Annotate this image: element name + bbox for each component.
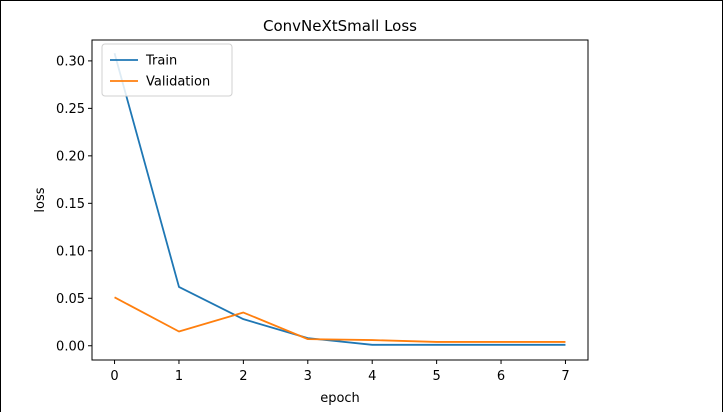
- legend: Train Validation: [101, 43, 233, 97]
- x-axis: 0 1 2 3 4 5 6 7: [110, 360, 570, 384]
- y-tick-label: 0.25: [56, 102, 85, 117]
- x-axis-label: epoch: [320, 391, 360, 406]
- series-line-validation: [114, 296, 566, 343]
- chart-title: ConvNeXtSmall Loss: [263, 17, 417, 35]
- y-tick-label: 0.30: [56, 54, 85, 69]
- x-tick-label: 1: [175, 369, 183, 384]
- x-tick-label: 5: [432, 369, 440, 384]
- y-axis-label: loss: [33, 187, 48, 212]
- series-lines: [113, 53, 566, 346]
- y-tick-label: 0.20: [56, 149, 85, 164]
- x-tick-label: 3: [304, 369, 312, 384]
- legend-label: Validation: [146, 75, 210, 90]
- x-tick-label: 2: [239, 369, 247, 384]
- x-tick-label: 0: [110, 369, 118, 384]
- x-tick-label: 6: [497, 369, 505, 384]
- y-tick-label: 0.15: [56, 197, 85, 212]
- legend-label: Train: [145, 54, 177, 69]
- plot-area: [91, 39, 589, 361]
- legend-box: [101, 43, 233, 97]
- series-line-train: [113, 53, 566, 346]
- x-tick-label: 4: [368, 369, 376, 384]
- y-tick-label: 0.10: [56, 244, 85, 259]
- y-tick-label: 0.05: [56, 292, 85, 307]
- y-tick-label: 0.00: [56, 339, 85, 354]
- x-tick-label: 7: [561, 369, 569, 384]
- y-axis: 0.00 0.05 0.10 0.15 0.20 0.25 0.30: [56, 54, 92, 354]
